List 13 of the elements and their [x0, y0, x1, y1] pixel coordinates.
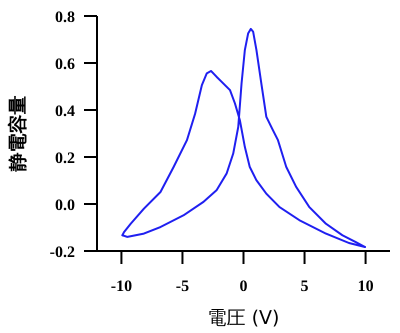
x-tick-label: 10	[358, 278, 374, 295]
y-axis-title: 静電容量	[7, 96, 29, 172]
x-tick-label: -10	[110, 278, 132, 295]
x-tick-label: 5	[300, 278, 309, 295]
x-axis-title: 電圧 (V)	[208, 307, 280, 329]
y-tick-label: 0.0	[55, 197, 75, 214]
y-tick-label: 0.2	[55, 150, 75, 167]
y-tick-label: 0.4	[55, 103, 75, 120]
y-tick-label: 0.8	[55, 9, 75, 26]
y-tick-label: 0.6	[55, 56, 75, 73]
x-tick-label: 0	[240, 278, 248, 295]
x-tick-label: -5	[176, 278, 190, 295]
y-tick-label: -0.2	[50, 244, 75, 261]
